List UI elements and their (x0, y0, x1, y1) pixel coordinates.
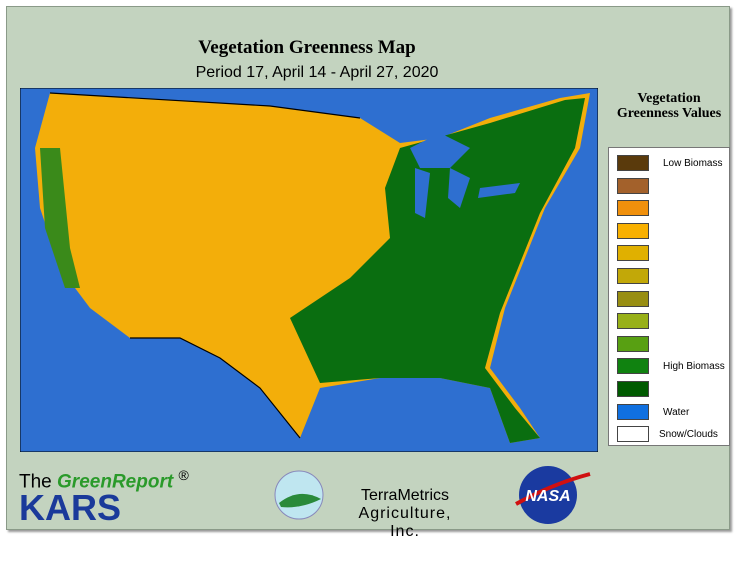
map (20, 88, 598, 452)
brand-mark: ® (178, 467, 189, 483)
company-line: TerraMetrics (360, 487, 449, 504)
legend-swatch (617, 155, 649, 171)
map-title: Vegetation Greenness Map (198, 37, 416, 58)
legend-swatch (617, 313, 649, 330)
legend-swatch (617, 358, 649, 375)
legend-swatch (617, 335, 649, 352)
company: TerraMetrics Agriculture, Inc. (345, 487, 465, 541)
legend-swatch (617, 177, 649, 194)
legend-label: High Biomass (663, 361, 725, 373)
agency-logo: NASA (515, 466, 591, 524)
legend-swatch (617, 222, 649, 239)
legend-swatch (617, 268, 649, 284)
legend-title: Vegetation Greenness Values (616, 91, 722, 121)
legend-label: Low Biomass (663, 158, 723, 169)
brand-line: The GreenReport ® (19, 467, 189, 493)
legend-swatch (617, 403, 649, 420)
brand-name: GreenReport (57, 471, 174, 493)
legend-swatch (617, 245, 649, 262)
brand-prefix: The (19, 471, 52, 493)
legend-swatch (617, 290, 649, 307)
legend-label: Snow/Clouds (659, 429, 718, 441)
map-subtitle: Period 17, April 14 - April 27, 2020 (195, 64, 439, 81)
legend-swatch (617, 200, 649, 217)
brand-sub: KARS (19, 487, 122, 528)
page-panel: Vegetation Greenness Map Period 17, Apri… (6, 6, 730, 540)
legend: Low Biomass High Biomass Water Snow/Clouds (608, 147, 730, 446)
company-logo (274, 470, 324, 520)
company-line: Agriculture, Inc. (358, 505, 452, 540)
legend-swatch (617, 381, 649, 397)
agency-name: NASA (525, 488, 570, 505)
legend-swatch (617, 426, 649, 443)
legend-label: Water (663, 406, 690, 418)
